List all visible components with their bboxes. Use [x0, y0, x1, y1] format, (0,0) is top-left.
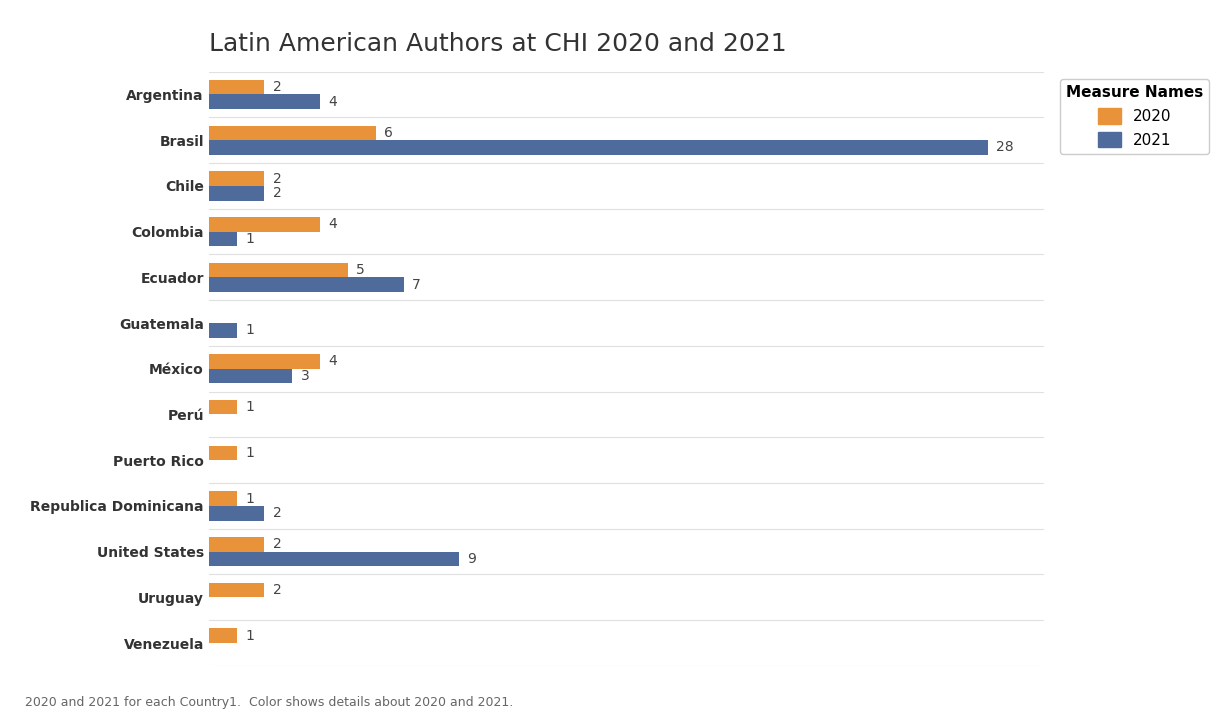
Bar [209, 483, 1044, 528]
Text: 1: 1 [244, 400, 254, 414]
Text: 1: 1 [244, 629, 254, 643]
Text: 2020 and 2021 for each Country1.  Color shows details about 2020 and 2021.: 2020 and 2021 for each Country1. Color s… [25, 696, 513, 709]
Text: 4: 4 [328, 217, 338, 231]
Bar [209, 95, 321, 109]
Bar [209, 346, 1044, 392]
Bar [209, 263, 348, 277]
Bar [209, 79, 264, 95]
Bar [209, 72, 1044, 117]
Bar [209, 217, 321, 231]
Bar [209, 629, 237, 643]
Text: 4: 4 [328, 95, 338, 109]
Bar [209, 491, 237, 506]
Bar [209, 125, 376, 140]
Text: 4: 4 [328, 354, 338, 369]
Bar [209, 583, 264, 597]
Text: 2: 2 [273, 583, 281, 597]
Text: 1: 1 [244, 232, 254, 246]
Text: 5: 5 [356, 263, 365, 277]
Bar [209, 300, 1044, 346]
Text: 2: 2 [273, 80, 281, 94]
Bar [209, 437, 1044, 483]
Bar [209, 163, 1044, 209]
Text: 3: 3 [301, 369, 309, 383]
Text: 1: 1 [244, 446, 254, 460]
Bar [209, 354, 321, 369]
Text: 28: 28 [996, 140, 1014, 155]
Bar [209, 537, 264, 551]
Text: Latin American Authors at CHI 2020 and 2021: Latin American Authors at CHI 2020 and 2… [209, 32, 786, 56]
Bar [209, 400, 237, 415]
Bar [209, 323, 237, 338]
Bar [209, 528, 1044, 574]
Bar [209, 117, 1044, 163]
Bar [209, 140, 989, 155]
Text: 2: 2 [273, 506, 281, 521]
Text: 2: 2 [273, 537, 281, 551]
Text: 2: 2 [273, 172, 281, 185]
Bar [209, 171, 264, 186]
Text: 1: 1 [244, 324, 254, 337]
Text: 6: 6 [384, 126, 393, 140]
Bar [209, 445, 237, 460]
Bar [209, 277, 404, 292]
Text: 7: 7 [411, 278, 421, 291]
Text: 1: 1 [244, 492, 254, 505]
Bar [209, 620, 1044, 666]
Bar [209, 209, 1044, 254]
Bar [209, 186, 264, 200]
Bar [209, 506, 264, 521]
Bar [209, 574, 1044, 620]
Legend: 2020, 2021: 2020, 2021 [1060, 79, 1210, 154]
Bar [209, 254, 1044, 300]
Text: 2: 2 [273, 186, 281, 200]
Bar [209, 231, 237, 246]
Bar [209, 551, 459, 566]
Text: 9: 9 [468, 552, 476, 566]
Bar [209, 392, 1044, 437]
Bar [209, 369, 292, 383]
